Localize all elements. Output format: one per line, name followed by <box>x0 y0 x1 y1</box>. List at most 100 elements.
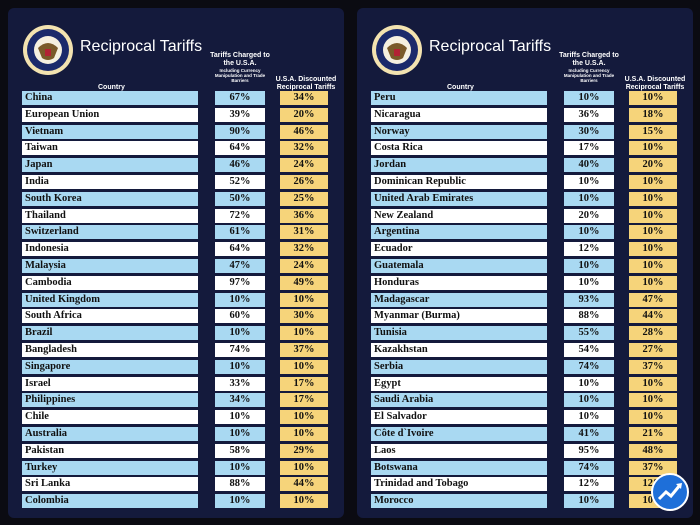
charged-cell: 10% <box>215 292 265 307</box>
charged-cell: 88% <box>215 477 265 492</box>
country-cell: Norway <box>371 124 547 139</box>
column-header-note: Including Currency Manipulation and Trad… <box>214 68 266 83</box>
discounted-cell: 15% <box>629 124 677 139</box>
column-header: U.S.A. Discounted Reciprocal Tariffs <box>624 76 686 91</box>
charged-cell: 10% <box>564 376 614 391</box>
country-cell: Botswana <box>371 460 547 475</box>
country-cell: Morocco <box>371 494 547 509</box>
country-cell: Bangladesh <box>22 343 198 357</box>
charged-cell: 74% <box>215 343 265 357</box>
country-cell: United Arab Emirates <box>371 191 547 206</box>
country-cell: Malaysia <box>22 259 198 273</box>
discounted-cell: 25% <box>280 191 328 206</box>
charged-cell: 58% <box>215 443 265 458</box>
country-cell: Jordan <box>371 158 547 173</box>
column-header-main: Tariffs Charged to the U.S.A. <box>559 52 619 67</box>
discounted-cell: 32% <box>280 242 328 257</box>
title: Reciprocal Tariffs <box>429 38 552 55</box>
charged-cell: 95% <box>564 443 614 458</box>
charged-cell: 97% <box>215 275 265 290</box>
country-cell: Pakistan <box>22 443 198 458</box>
charged-cell: 52% <box>215 175 265 189</box>
country-cell: Madagascar <box>371 292 547 307</box>
country-cell: Israel <box>22 376 198 391</box>
charged-cell: 10% <box>564 275 614 290</box>
country-cell: European Union <box>22 107 198 122</box>
discounted-cell: 24% <box>280 259 328 273</box>
discounted-cell: 10% <box>280 427 328 441</box>
charged-cell: 20% <box>564 208 614 223</box>
country-cell: South Africa <box>22 309 198 324</box>
discounted-cell: 48% <box>629 443 677 458</box>
country-cell: Peru <box>371 91 547 105</box>
discounted-cell: 10% <box>629 91 677 105</box>
discounted-cell: 26% <box>280 175 328 189</box>
column-header-note: Including Currency Manipulation and Trad… <box>563 68 615 83</box>
country-cell: Switzerland <box>22 225 198 240</box>
country-cell: Chile <box>22 410 198 425</box>
country-cell: Japan <box>22 158 198 173</box>
charged-cell: 88% <box>564 309 614 324</box>
discounted-cell: 37% <box>280 343 328 357</box>
charged-cell: 33% <box>215 376 265 391</box>
charged-cell: 30% <box>564 124 614 139</box>
country-cell: Vietnam <box>22 124 198 139</box>
charged-cell: 34% <box>215 393 265 408</box>
discounted-cell: 10% <box>280 410 328 425</box>
charged-cell: 72% <box>215 208 265 223</box>
charged-cell: 64% <box>215 141 265 156</box>
country-cell: Thailand <box>22 208 198 223</box>
country-cell: El Salvador <box>371 410 547 425</box>
country-cell: Tunisia <box>371 326 547 341</box>
discounted-cell: 10% <box>629 225 677 240</box>
country-cell: Myanmar (Burma) <box>371 309 547 324</box>
column-header-main: Tariffs Charged to the U.S.A. <box>210 52 270 67</box>
country-cell: Serbia <box>371 359 547 374</box>
charged-cell: 50% <box>215 191 265 206</box>
discounted-cell: 10% <box>629 208 677 223</box>
country-cell: Taiwan <box>22 141 198 156</box>
charged-cell: 67% <box>215 91 265 105</box>
title: Reciprocal Tariffs <box>80 38 203 55</box>
country-cell: Singapore <box>22 359 198 374</box>
discounted-cell: 17% <box>280 376 328 391</box>
discounted-cell: 18% <box>629 107 677 122</box>
country-cell: Cambodia <box>22 275 198 290</box>
charged-cell: 41% <box>564 427 614 441</box>
charged-cell: 10% <box>215 427 265 441</box>
discounted-cell: 10% <box>629 376 677 391</box>
country-cell: Argentina <box>371 225 547 240</box>
seal <box>23 25 73 75</box>
column-header: U.S.A. Discounted Reciprocal Tariffs <box>275 76 337 91</box>
country-cell: Sri Lanka <box>22 477 198 492</box>
country-cell: Ecuador <box>371 242 547 257</box>
discounted-cell: 49% <box>280 275 328 290</box>
discounted-cell: 10% <box>280 460 328 475</box>
discounted-cell: 36% <box>280 208 328 223</box>
discounted-cell: 24% <box>280 158 328 173</box>
charged-cell: 10% <box>564 410 614 425</box>
country-cell: Australia <box>22 427 198 441</box>
discounted-cell: 10% <box>629 242 677 257</box>
country-cell: Laos <box>371 443 547 458</box>
charged-cell: 74% <box>564 460 614 475</box>
charged-cell: 10% <box>215 494 265 509</box>
charged-cell: 46% <box>215 158 265 173</box>
discounted-cell: 10% <box>280 292 328 307</box>
column-header: Tariffs Charged to the U.S.A. Including C… <box>208 52 272 83</box>
charged-cell: 10% <box>564 393 614 408</box>
discounted-cell: 27% <box>629 343 677 357</box>
discounted-cell: 10% <box>629 410 677 425</box>
discounted-cell: 31% <box>280 225 328 240</box>
discounted-cell: 10% <box>629 191 677 206</box>
discounted-cell: 44% <box>629 309 677 324</box>
charged-cell: 60% <box>215 309 265 324</box>
country-cell: South Korea <box>22 191 198 206</box>
discounted-cell: 10% <box>629 175 677 189</box>
charged-cell: 10% <box>564 494 614 509</box>
discounted-cell: 47% <box>629 292 677 307</box>
charged-cell: 55% <box>564 326 614 341</box>
country-cell: Philippines <box>22 393 198 408</box>
country-cell: Honduras <box>371 275 547 290</box>
